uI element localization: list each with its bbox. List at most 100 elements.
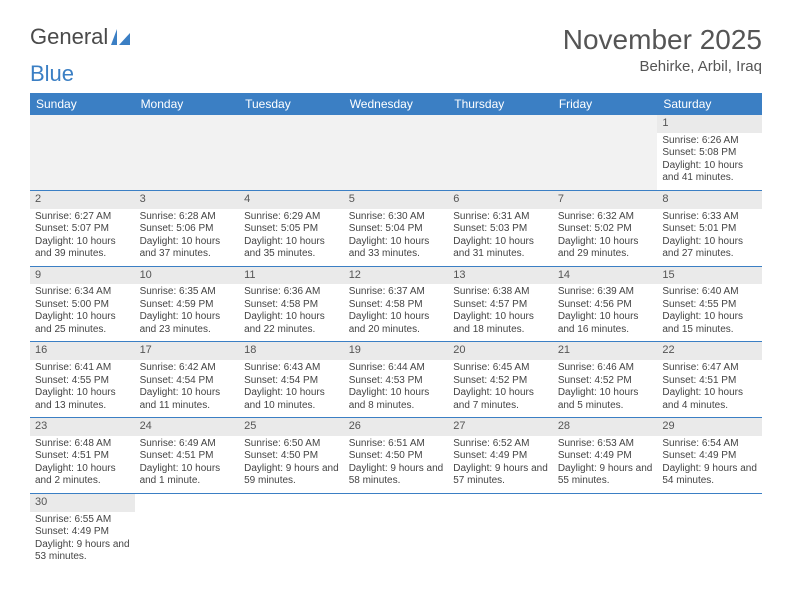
calendar-cell: 19Sunrise: 6:44 AMSunset: 4:53 PMDayligh… xyxy=(344,342,449,418)
sunrise-text: Sunrise: 6:38 AM xyxy=(453,286,548,299)
day-number: 3 xyxy=(135,191,240,209)
daylight-text: Daylight: 9 hours and 53 minutes. xyxy=(35,539,130,564)
sunrise-text: Sunrise: 6:52 AM xyxy=(453,438,548,451)
sunrise-text: Sunrise: 6:42 AM xyxy=(140,362,235,375)
sunset-text: Sunset: 4:50 PM xyxy=(244,450,339,463)
sunset-text: Sunset: 4:51 PM xyxy=(140,450,235,463)
sunrise-text: Sunrise: 6:30 AM xyxy=(349,211,444,224)
sunset-text: Sunset: 5:05 PM xyxy=(244,223,339,236)
daylight-text: Daylight: 10 hours and 4 minutes. xyxy=(662,387,757,412)
day-number: 27 xyxy=(448,418,553,436)
day-header: Friday xyxy=(553,93,658,115)
day-number: 12 xyxy=(344,267,449,285)
sunset-text: Sunset: 5:00 PM xyxy=(35,299,130,312)
day-header: Monday xyxy=(135,93,240,115)
calendar-cell xyxy=(448,115,553,190)
daylight-text: Daylight: 10 hours and 37 minutes. xyxy=(140,236,235,261)
day-number: 16 xyxy=(30,342,135,360)
daylight-text: Daylight: 9 hours and 58 minutes. xyxy=(349,463,444,488)
sunrise-text: Sunrise: 6:45 AM xyxy=(453,362,548,375)
calendar-cell xyxy=(30,115,135,190)
calendar-cell: 11Sunrise: 6:36 AMSunset: 4:58 PMDayligh… xyxy=(239,266,344,342)
calendar-cell: 9Sunrise: 6:34 AMSunset: 5:00 PMDaylight… xyxy=(30,266,135,342)
daylight-text: Daylight: 10 hours and 35 minutes. xyxy=(244,236,339,261)
calendar-cell: 26Sunrise: 6:51 AMSunset: 4:50 PMDayligh… xyxy=(344,418,449,494)
daylight-text: Daylight: 9 hours and 57 minutes. xyxy=(453,463,548,488)
sunset-text: Sunset: 4:52 PM xyxy=(558,375,653,388)
page-title: November 2025 xyxy=(563,24,762,56)
daylight-text: Daylight: 10 hours and 13 minutes. xyxy=(35,387,130,412)
sunrise-text: Sunrise: 6:51 AM xyxy=(349,438,444,451)
sunrise-text: Sunrise: 6:54 AM xyxy=(662,438,757,451)
sunrise-text: Sunrise: 6:28 AM xyxy=(140,211,235,224)
day-header: Saturday xyxy=(657,93,762,115)
sunset-text: Sunset: 4:51 PM xyxy=(662,375,757,388)
logo: General xyxy=(30,24,132,50)
day-number: 30 xyxy=(30,494,135,512)
sunrise-text: Sunrise: 6:29 AM xyxy=(244,211,339,224)
sunrise-text: Sunrise: 6:27 AM xyxy=(35,211,130,224)
daylight-text: Daylight: 9 hours and 55 minutes. xyxy=(558,463,653,488)
day-header: Tuesday xyxy=(239,93,344,115)
daylight-text: Daylight: 10 hours and 27 minutes. xyxy=(662,236,757,261)
calendar-cell: 1Sunrise: 6:26 AMSunset: 5:08 PMDaylight… xyxy=(657,115,762,190)
daylight-text: Daylight: 10 hours and 18 minutes. xyxy=(453,311,548,336)
logo-sail-icon xyxy=(110,27,132,47)
sunset-text: Sunset: 4:49 PM xyxy=(35,526,130,539)
daylight-text: Daylight: 10 hours and 8 minutes. xyxy=(349,387,444,412)
sunrise-text: Sunrise: 6:53 AM xyxy=(558,438,653,451)
sunset-text: Sunset: 5:04 PM xyxy=(349,223,444,236)
sunrise-text: Sunrise: 6:33 AM xyxy=(662,211,757,224)
sunrise-text: Sunrise: 6:31 AM xyxy=(453,211,548,224)
daylight-text: Daylight: 10 hours and 5 minutes. xyxy=(558,387,653,412)
sunrise-text: Sunrise: 6:49 AM xyxy=(140,438,235,451)
sunset-text: Sunset: 4:58 PM xyxy=(244,299,339,312)
daylight-text: Daylight: 10 hours and 20 minutes. xyxy=(349,311,444,336)
sunset-text: Sunset: 4:54 PM xyxy=(140,375,235,388)
calendar-cell xyxy=(448,493,553,568)
daylight-text: Daylight: 9 hours and 59 minutes. xyxy=(244,463,339,488)
daylight-text: Daylight: 10 hours and 1 minute. xyxy=(140,463,235,488)
sunset-text: Sunset: 4:52 PM xyxy=(453,375,548,388)
daylight-text: Daylight: 9 hours and 54 minutes. xyxy=(662,463,757,488)
sunset-text: Sunset: 4:59 PM xyxy=(140,299,235,312)
calendar-cell: 28Sunrise: 6:53 AMSunset: 4:49 PMDayligh… xyxy=(553,418,658,494)
calendar-cell: 6Sunrise: 6:31 AMSunset: 5:03 PMDaylight… xyxy=(448,190,553,266)
sunset-text: Sunset: 4:54 PM xyxy=(244,375,339,388)
calendar-table: SundayMondayTuesdayWednesdayThursdayFrid… xyxy=(30,93,762,569)
daylight-text: Daylight: 10 hours and 31 minutes. xyxy=(453,236,548,261)
calendar-cell xyxy=(657,493,762,568)
calendar-cell xyxy=(553,493,658,568)
day-number: 29 xyxy=(657,418,762,436)
daylight-text: Daylight: 10 hours and 23 minutes. xyxy=(140,311,235,336)
calendar-cell: 14Sunrise: 6:39 AMSunset: 4:56 PMDayligh… xyxy=(553,266,658,342)
sunrise-text: Sunrise: 6:36 AM xyxy=(244,286,339,299)
calendar-cell: 12Sunrise: 6:37 AMSunset: 4:58 PMDayligh… xyxy=(344,266,449,342)
calendar-cell xyxy=(344,115,449,190)
sunrise-text: Sunrise: 6:34 AM xyxy=(35,286,130,299)
day-number: 21 xyxy=(553,342,658,360)
day-header: Thursday xyxy=(448,93,553,115)
calendar-cell xyxy=(553,115,658,190)
day-number: 18 xyxy=(239,342,344,360)
day-number: 25 xyxy=(239,418,344,436)
day-number: 6 xyxy=(448,191,553,209)
sunset-text: Sunset: 5:02 PM xyxy=(558,223,653,236)
day-header: Sunday xyxy=(30,93,135,115)
day-number: 13 xyxy=(448,267,553,285)
sunrise-text: Sunrise: 6:47 AM xyxy=(662,362,757,375)
daylight-text: Daylight: 10 hours and 29 minutes. xyxy=(558,236,653,261)
daylight-text: Daylight: 10 hours and 2 minutes. xyxy=(35,463,130,488)
calendar-cell xyxy=(239,493,344,568)
logo-text-1: General xyxy=(30,24,108,50)
day-number: 5 xyxy=(344,191,449,209)
day-number: 10 xyxy=(135,267,240,285)
calendar-cell: 4Sunrise: 6:29 AMSunset: 5:05 PMDaylight… xyxy=(239,190,344,266)
daylight-text: Daylight: 10 hours and 7 minutes. xyxy=(453,387,548,412)
sunset-text: Sunset: 4:58 PM xyxy=(349,299,444,312)
sunrise-text: Sunrise: 6:44 AM xyxy=(349,362,444,375)
calendar-cell: 30Sunrise: 6:55 AMSunset: 4:49 PMDayligh… xyxy=(30,493,135,568)
calendar-cell: 2Sunrise: 6:27 AMSunset: 5:07 PMDaylight… xyxy=(30,190,135,266)
sunrise-text: Sunrise: 6:41 AM xyxy=(35,362,130,375)
calendar-cell xyxy=(239,115,344,190)
